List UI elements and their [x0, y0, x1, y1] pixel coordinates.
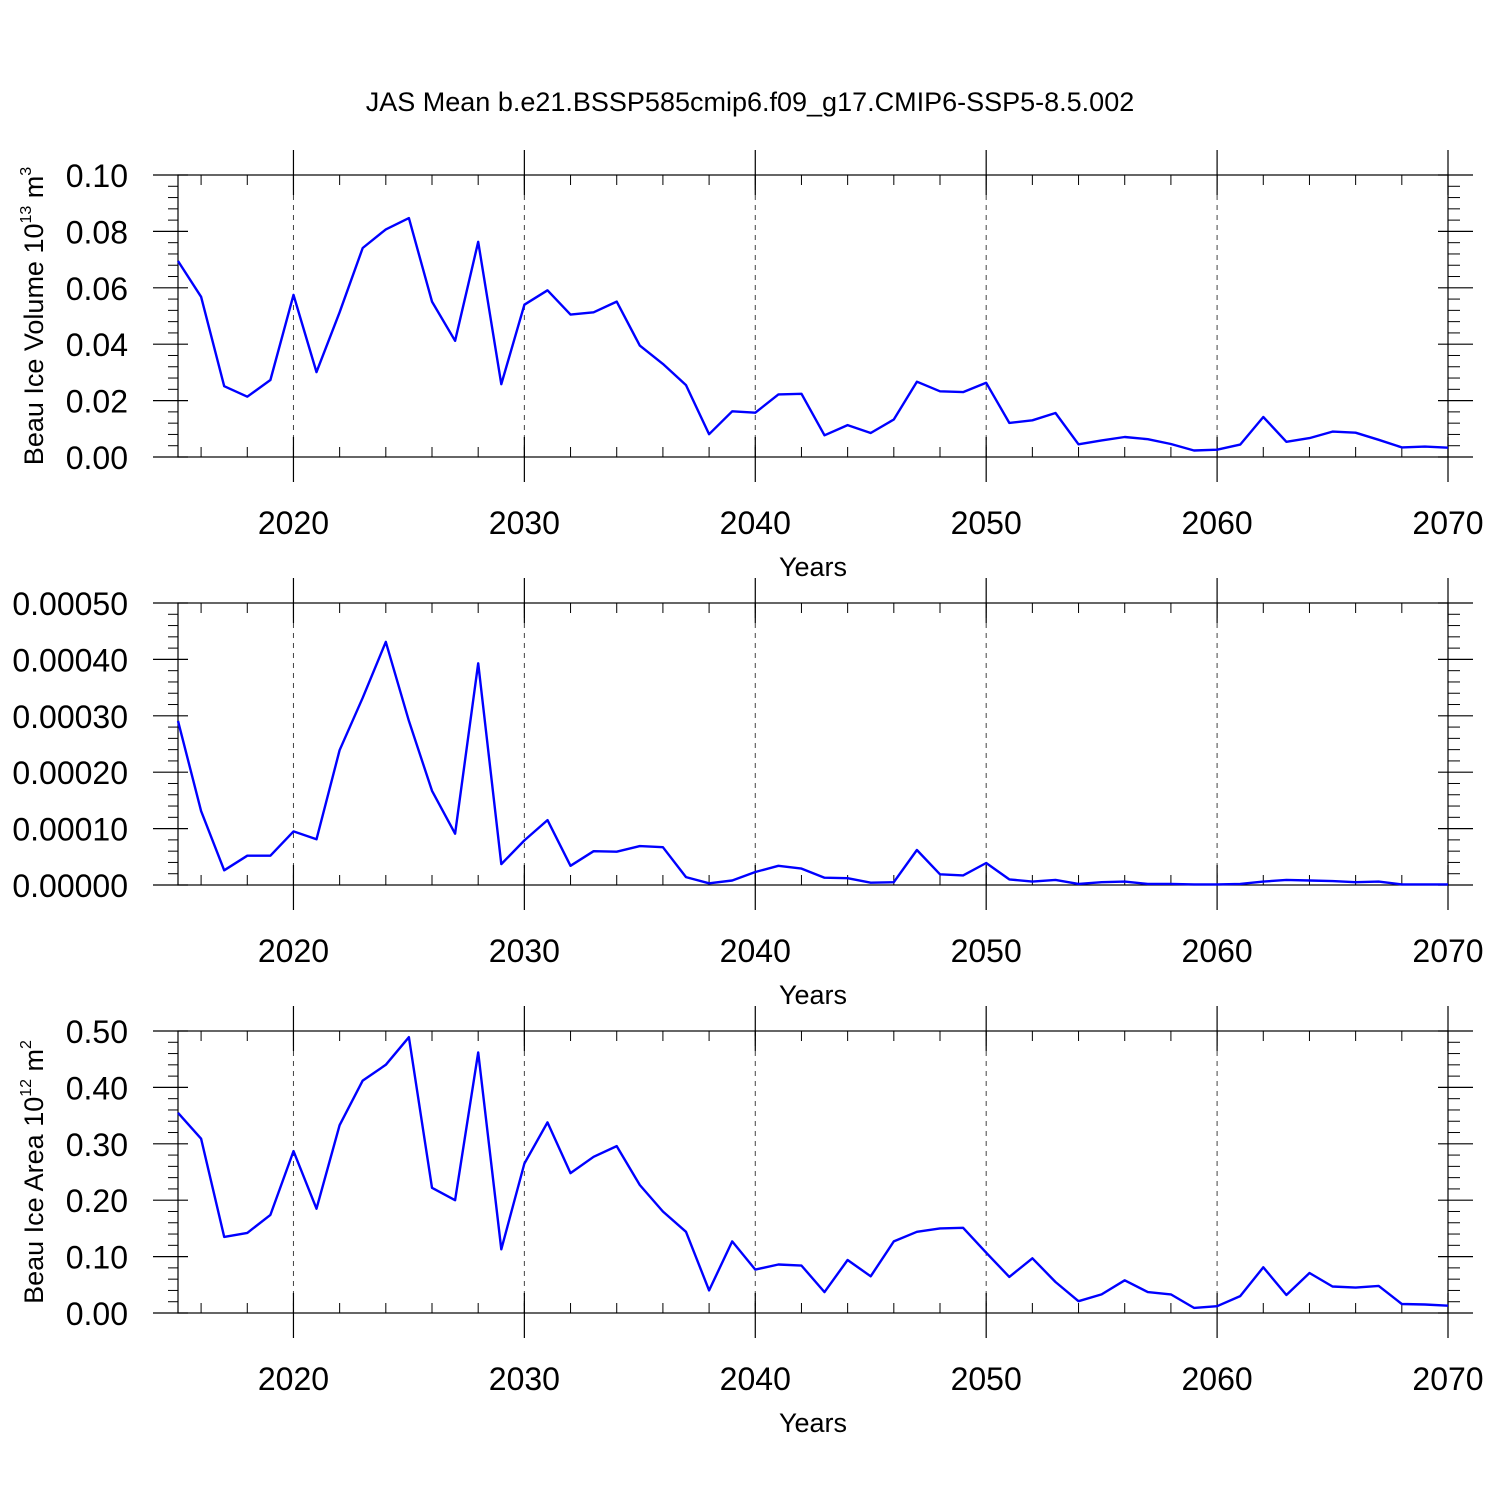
- x-tick-label: 2030: [489, 933, 560, 969]
- x-tick-label: 2050: [951, 1361, 1022, 1397]
- x-tick-label: 2050: [951, 933, 1022, 969]
- plot-frame: [177, 174, 1449, 458]
- y-tick-label: 0.04: [66, 327, 128, 363]
- chart-panel-3: 2020 2030 2040 2050 2060 2070 0.00 0.10 0.20 0.30…: [18, 1006, 1484, 1438]
- x-axis-title: Years: [779, 552, 847, 582]
- y-tick-label: 0.00040: [12, 642, 128, 678]
- x-axis-title: Years: [779, 980, 847, 1010]
- y-axis-title: Beau Ice Area 1012 m2: [18, 1040, 49, 1304]
- x-axis-title: Years: [779, 1408, 847, 1438]
- x-tick-label: 2040: [720, 933, 791, 969]
- y-axis-title-exponent: 13: [18, 206, 35, 224]
- y-tick-label: 0.00: [66, 440, 128, 476]
- x-tick-label: 2060: [1181, 933, 1252, 969]
- y-tick-label: 0.50: [66, 1014, 128, 1050]
- y-tick-label: 0.00030: [12, 699, 128, 735]
- x-tick-label: 2020: [258, 933, 329, 969]
- y-tick-label: 0.10: [66, 158, 128, 194]
- y-axis-title-text: Beau Ice Volume 10: [19, 224, 49, 466]
- x-tick-label: 2040: [720, 505, 791, 541]
- y-tick-label: 0.00: [66, 1296, 128, 1332]
- x-tick-label: 2060: [1181, 505, 1252, 541]
- y-tick-label: 0.00020: [12, 755, 128, 791]
- x-tick-label: 2070: [1412, 505, 1483, 541]
- figure-title: JAS Mean b.e21.BSSP585cmip6.f09_g17.CMIP…: [366, 87, 1134, 117]
- x-tick-label: 2030: [489, 505, 560, 541]
- y-axis-title-unit: m: [19, 1049, 49, 1079]
- y-axis-title-exponent: 12: [18, 1079, 35, 1097]
- y-axis-title: Beau Ice Volume 1013 m3: [18, 167, 49, 465]
- x-tick-label: 2070: [1412, 933, 1483, 969]
- y-tick-label: 0.00050: [12, 586, 128, 622]
- x-tick-label: 2020: [258, 505, 329, 541]
- series-line-1: [176, 216, 1449, 452]
- y-tick-label: 0.40: [66, 1070, 128, 1106]
- plot-frame: [177, 602, 1449, 886]
- series-line-1: [176, 640, 1448, 886]
- y-tick-label: 0.30: [66, 1127, 128, 1163]
- y-tick-label: 0.00010: [12, 812, 128, 848]
- x-tick-label: 2020: [258, 1361, 329, 1397]
- x-tick-label: 2030: [489, 1361, 560, 1397]
- x-tick-label: 2040: [720, 1361, 791, 1397]
- y-tick-label: 0.08: [66, 214, 128, 250]
- series-line-1: [177, 1035, 1449, 1310]
- y-tick-label: 0.20: [66, 1183, 128, 1219]
- y-tick-label: 0.00000: [12, 868, 128, 904]
- y-axis-title-text: Beau Ice Area 10: [19, 1097, 49, 1304]
- chart-panel-2: 2020 2030 2040 2050 2060 2070 0.00000 0.00010 0.…: [12, 578, 1484, 1010]
- y-tick-label: 0.02: [66, 384, 128, 420]
- y-tick-label: 0.06: [66, 271, 128, 307]
- plot-frame: [177, 1030, 1449, 1314]
- x-tick-label: 2070: [1412, 1361, 1483, 1397]
- y-axis-title-unit: m: [19, 176, 49, 206]
- x-tick-label: 2060: [1181, 1361, 1252, 1397]
- x-tick-label: 2050: [951, 505, 1022, 541]
- y-axis-title-unit-exponent: 3: [18, 167, 35, 176]
- y-tick-label: 0.10: [66, 1240, 128, 1276]
- chart-panel-1: 2020 2030 2040 2050 2060 2070 0.00 0.02 0.04 0.06…: [18, 150, 1484, 582]
- y-axis-title-unit-exponent: 2: [18, 1040, 35, 1049]
